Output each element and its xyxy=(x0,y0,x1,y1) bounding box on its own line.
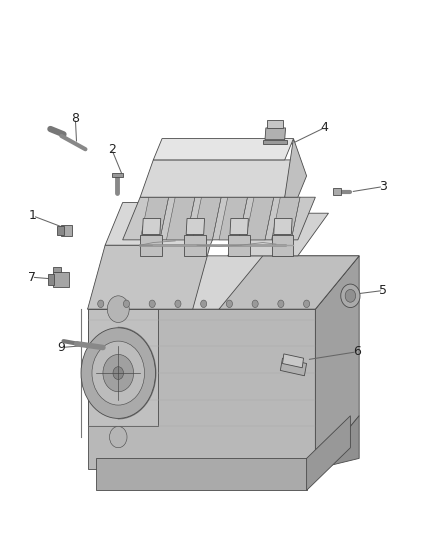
Text: 4: 4 xyxy=(320,122,328,134)
Text: 1: 1 xyxy=(29,209,37,222)
Polygon shape xyxy=(53,266,61,272)
Polygon shape xyxy=(123,197,315,240)
Polygon shape xyxy=(219,256,359,309)
Circle shape xyxy=(278,300,284,308)
Polygon shape xyxy=(228,235,250,256)
Circle shape xyxy=(226,300,233,308)
Polygon shape xyxy=(142,219,161,235)
Polygon shape xyxy=(263,140,287,144)
Polygon shape xyxy=(274,219,292,235)
Polygon shape xyxy=(267,120,283,128)
Polygon shape xyxy=(186,219,205,235)
Text: 2: 2 xyxy=(108,143,116,156)
Polygon shape xyxy=(88,256,359,309)
Polygon shape xyxy=(283,354,304,368)
Circle shape xyxy=(345,289,356,302)
Polygon shape xyxy=(96,458,307,490)
Circle shape xyxy=(110,426,127,448)
Text: 6: 6 xyxy=(353,345,361,358)
Polygon shape xyxy=(315,256,359,469)
Circle shape xyxy=(107,296,129,322)
Polygon shape xyxy=(272,235,293,256)
Circle shape xyxy=(81,328,155,418)
Polygon shape xyxy=(245,197,274,240)
Polygon shape xyxy=(53,272,69,287)
Polygon shape xyxy=(285,139,307,197)
Text: 5: 5 xyxy=(379,284,387,297)
Polygon shape xyxy=(184,235,206,256)
Polygon shape xyxy=(193,197,221,240)
Circle shape xyxy=(175,300,181,308)
Polygon shape xyxy=(88,309,315,469)
Circle shape xyxy=(103,354,134,392)
Polygon shape xyxy=(88,309,158,426)
Text: 3: 3 xyxy=(379,180,387,193)
Text: 8: 8 xyxy=(71,112,79,125)
Polygon shape xyxy=(48,274,54,285)
Circle shape xyxy=(92,341,145,405)
Polygon shape xyxy=(333,188,341,195)
Polygon shape xyxy=(230,219,248,235)
Polygon shape xyxy=(228,213,328,256)
Polygon shape xyxy=(280,358,307,376)
Polygon shape xyxy=(140,235,162,256)
Circle shape xyxy=(341,284,360,308)
Polygon shape xyxy=(265,128,286,140)
Text: 7: 7 xyxy=(28,271,35,284)
Polygon shape xyxy=(140,160,298,197)
Circle shape xyxy=(252,300,258,308)
Circle shape xyxy=(304,300,310,308)
Polygon shape xyxy=(307,416,350,490)
Circle shape xyxy=(124,300,130,308)
Polygon shape xyxy=(112,173,123,177)
Polygon shape xyxy=(140,197,169,240)
Text: 9: 9 xyxy=(57,341,65,354)
Polygon shape xyxy=(166,197,195,240)
Circle shape xyxy=(149,300,155,308)
Polygon shape xyxy=(153,139,293,160)
Polygon shape xyxy=(61,225,72,236)
Polygon shape xyxy=(105,203,228,245)
Polygon shape xyxy=(57,226,64,235)
Circle shape xyxy=(98,300,104,308)
Circle shape xyxy=(201,300,207,308)
Polygon shape xyxy=(219,197,247,240)
Polygon shape xyxy=(272,197,300,240)
Polygon shape xyxy=(315,416,359,469)
Polygon shape xyxy=(88,245,210,309)
Circle shape xyxy=(113,367,124,379)
